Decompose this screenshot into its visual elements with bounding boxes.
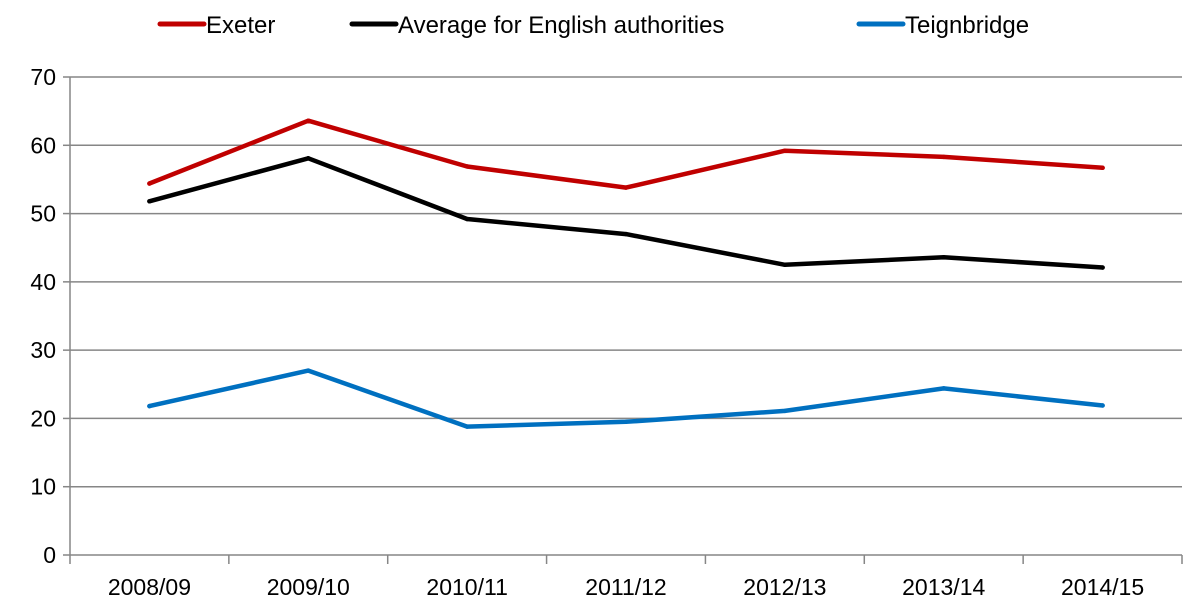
data-point — [623, 231, 629, 237]
data-point — [941, 255, 946, 260]
x-tick-label: 2012/13 — [743, 574, 826, 600]
chart-axes — [63, 76, 1183, 564]
y-tick-label: 70 — [30, 64, 56, 90]
data-point — [623, 185, 629, 190]
data-point — [782, 148, 788, 153]
x-tick-label: 2011/12 — [585, 574, 666, 600]
x-tick-label: 2013/14 — [902, 574, 985, 600]
legend-label: Teignbridge — [905, 12, 1029, 39]
data-point — [1100, 265, 1105, 270]
data-point — [147, 181, 152, 186]
data-point — [306, 118, 311, 123]
data-point — [782, 408, 788, 414]
data-point — [464, 216, 470, 222]
x-tick-label: 2009/10 — [267, 574, 350, 600]
y-tick-label: 40 — [30, 269, 56, 295]
y-tick-label: 60 — [30, 132, 56, 158]
data-point — [1100, 165, 1105, 171]
data-point — [623, 419, 629, 425]
y-axis-tick-labels: 0 10 20 30 40 50 60 70 — [30, 64, 56, 568]
legend-label: Exeter — [206, 12, 275, 39]
legend-label: Average for English authorities — [398, 12, 724, 39]
data-point — [941, 154, 946, 160]
y-tick-label: 20 — [30, 405, 56, 431]
chart-legend: Exeter Average for English authorities Tei… — [157, 12, 1029, 39]
data-point — [1100, 403, 1105, 408]
chart-series — [147, 118, 1105, 429]
y-tick-label: 10 — [30, 474, 56, 500]
y-tick-label: 30 — [30, 337, 56, 363]
data-point — [306, 368, 311, 373]
x-tick-label: 2014/15 — [1061, 574, 1144, 600]
data-point — [464, 164, 470, 169]
data-point — [941, 386, 946, 391]
data-point — [464, 424, 470, 429]
x-tick-label: 2010/11 — [426, 574, 507, 600]
y-tick-label: 0 — [43, 542, 56, 568]
data-point — [147, 199, 152, 204]
data-point — [147, 403, 152, 409]
chart-gridlines — [70, 76, 1182, 488]
data-point — [306, 156, 311, 161]
x-tick-label: 2008/09 — [108, 574, 191, 600]
y-tick-label: 50 — [30, 201, 56, 227]
series-line-0 — [147, 118, 1105, 190]
x-axis-tick-labels: 2008/09 2009/10 2010/11 2011/12 2012/13 2013/… — [108, 574, 1144, 600]
data-point — [782, 262, 788, 267]
